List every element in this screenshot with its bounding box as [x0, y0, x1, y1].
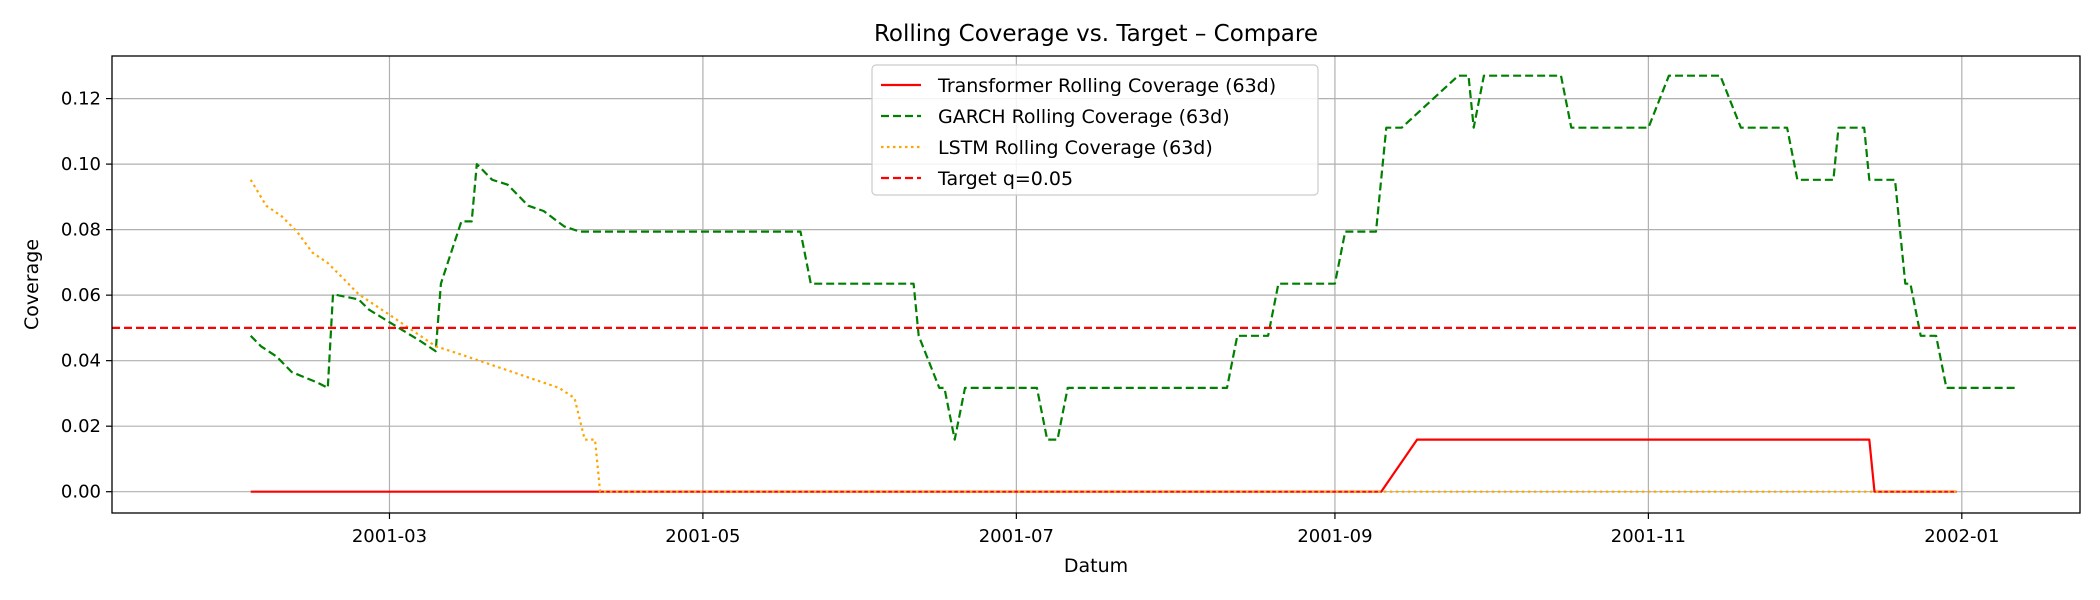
y-tick-label: 0.08: [61, 220, 101, 241]
plot-frame: [111, 55, 2081, 514]
x-tick-label: 2001-11: [1611, 526, 1686, 547]
legend-label: GARCH Rolling Coverage (63d): [938, 106, 1230, 128]
y-axis-ticks: 0.00 0.02 0.04 0.06 0.08 0.10 0.12: [61, 89, 112, 503]
y-tick-label: 0.06: [61, 285, 101, 306]
legend-box: [871, 64, 1319, 196]
chart-title: Rolling Coverage vs. Target – Compare: [874, 21, 1318, 47]
x-axis-label: Datum: [1064, 555, 1128, 577]
y-tick-label: 0.04: [61, 351, 101, 372]
y-tick-label: 0.00: [61, 482, 101, 503]
legend-label: Target q=0.05: [937, 168, 1073, 190]
plot-series: [112, 74, 2080, 493]
legend-label: Transformer Rolling Coverage (63d): [937, 75, 1276, 97]
x-axis-ticks: 2001-03 2001-05 2001-07 2001-09 2001-11 2002-…: [352, 513, 1999, 547]
legend: Transformer Rolling Coverage (63d) GARCH …: [871, 64, 1319, 196]
y-tick-label: 0.12: [61, 89, 101, 110]
x-tick-label: 2001-05: [665, 526, 740, 547]
series-line-garch-rolling-coverage-63d: [249, 74, 2019, 441]
series-line-lstm-rolling-coverage-63d: [249, 179, 1957, 493]
y-tick-label: 0.10: [61, 154, 101, 175]
y-axis-label: Coverage: [21, 239, 43, 330]
legend-label: LSTM Rolling Coverage (63d): [938, 137, 1213, 159]
x-tick-label: 2002-01: [1924, 526, 1999, 547]
x-tick-label: 2001-09: [1297, 526, 1372, 547]
y-tick-label: 0.02: [61, 416, 101, 437]
x-tick-label: 2001-07: [979, 526, 1054, 547]
series-line-transformer-rolling-coverage-63d: [250, 438, 1957, 493]
x-tick-label: 2001-03: [352, 526, 427, 547]
